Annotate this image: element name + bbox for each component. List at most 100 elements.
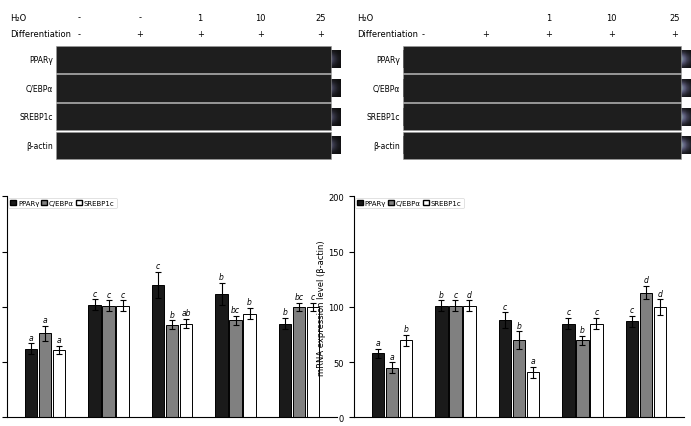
Bar [307,307,319,417]
Bar [404,75,681,102]
Bar [399,340,412,417]
Bar [404,46,681,74]
Bar [216,294,228,417]
Text: a: a [531,356,536,365]
Text: b: b [404,324,408,333]
Text: -: - [78,30,81,39]
Bar [590,324,603,417]
Text: bc: bc [294,292,303,301]
Text: +: + [136,30,143,39]
Text: c: c [106,290,111,299]
Bar [279,324,292,417]
Text: 10: 10 [606,14,616,23]
Bar [372,354,384,417]
Text: +: + [545,30,552,39]
Text: d: d [643,276,648,285]
Bar [166,325,178,417]
Bar [57,104,330,131]
Text: d: d [467,290,472,299]
Bar [88,305,101,417]
Text: b: b [580,325,585,334]
Text: H₂O: H₂O [10,14,26,23]
Bar [404,132,681,160]
Text: 25: 25 [669,14,679,23]
Text: b: b [247,298,252,307]
Text: b: b [219,272,224,281]
Text: Differentiation: Differentiation [357,30,418,39]
Text: a: a [376,339,380,348]
Text: c: c [93,289,97,298]
Bar [435,306,448,417]
Bar [513,340,525,417]
Bar [499,320,511,417]
Bar [229,320,242,417]
Text: SREBP1c: SREBP1c [19,113,53,122]
Bar [180,324,192,417]
Text: PPARγ: PPARγ [29,56,53,65]
Text: c: c [156,261,160,271]
Text: a: a [57,335,61,344]
Text: β-actin: β-actin [373,141,400,150]
Bar [39,334,51,417]
Bar [404,104,681,131]
Text: PPARγ: PPARγ [376,56,400,65]
Bar [293,307,305,417]
Text: -: - [138,14,142,23]
Bar [25,349,37,417]
Bar [57,46,330,74]
Text: +: + [257,30,264,39]
Bar [463,306,475,417]
Bar [57,132,330,160]
Text: b: b [283,308,287,317]
Text: +: + [671,30,678,39]
Text: d: d [658,289,663,298]
Bar [576,340,589,417]
Text: c: c [503,302,507,311]
Bar [562,324,575,417]
Text: c: c [453,290,457,299]
Text: SREBP1c: SREBP1c [366,113,400,122]
Text: H₂O: H₂O [357,14,373,23]
Legend: PPARγ, C/EBPα, SREBP1c: PPARγ, C/EBPα, SREBP1c [355,199,464,209]
Text: c: c [594,308,598,317]
Text: c: c [630,305,634,314]
Bar [152,285,164,417]
Text: a: a [29,333,33,342]
Text: +: + [317,30,324,39]
Bar [53,350,65,417]
Text: 25: 25 [316,14,326,23]
Text: 1: 1 [198,14,202,23]
Text: +: + [197,30,204,39]
Text: 10: 10 [255,14,266,23]
Text: bc: bc [231,305,240,314]
Text: +: + [608,30,615,39]
Text: a: a [390,352,394,361]
Bar [57,75,330,102]
Text: C/EBPα: C/EBPα [372,84,400,93]
Bar [640,293,652,417]
Text: 1: 1 [546,14,551,23]
Bar [527,372,539,417]
Text: b: b [169,310,175,319]
Text: +: + [482,30,489,39]
Text: ab: ab [181,309,191,318]
Text: c: c [567,308,571,317]
Text: b: b [439,290,444,299]
Bar [386,368,398,417]
Text: c: c [120,290,124,299]
Text: C/EBPα: C/EBPα [26,84,53,93]
Y-axis label: mRNA expression level (β-actin): mRNA expression level (β-actin) [316,239,325,375]
Text: β-actin: β-actin [26,141,53,150]
Text: a: a [43,315,48,324]
Bar [243,314,256,417]
Bar [116,306,129,417]
Bar [102,306,115,417]
Text: c: c [311,292,315,301]
Text: -: - [78,14,81,23]
Text: -: - [422,30,425,39]
Text: b: b [516,321,522,330]
Legend: PPARγ, C/EBPα, SREBP1c: PPARγ, C/EBPα, SREBP1c [8,199,117,209]
Bar [654,307,666,417]
Text: Differentiation: Differentiation [10,30,71,39]
Bar [449,306,462,417]
